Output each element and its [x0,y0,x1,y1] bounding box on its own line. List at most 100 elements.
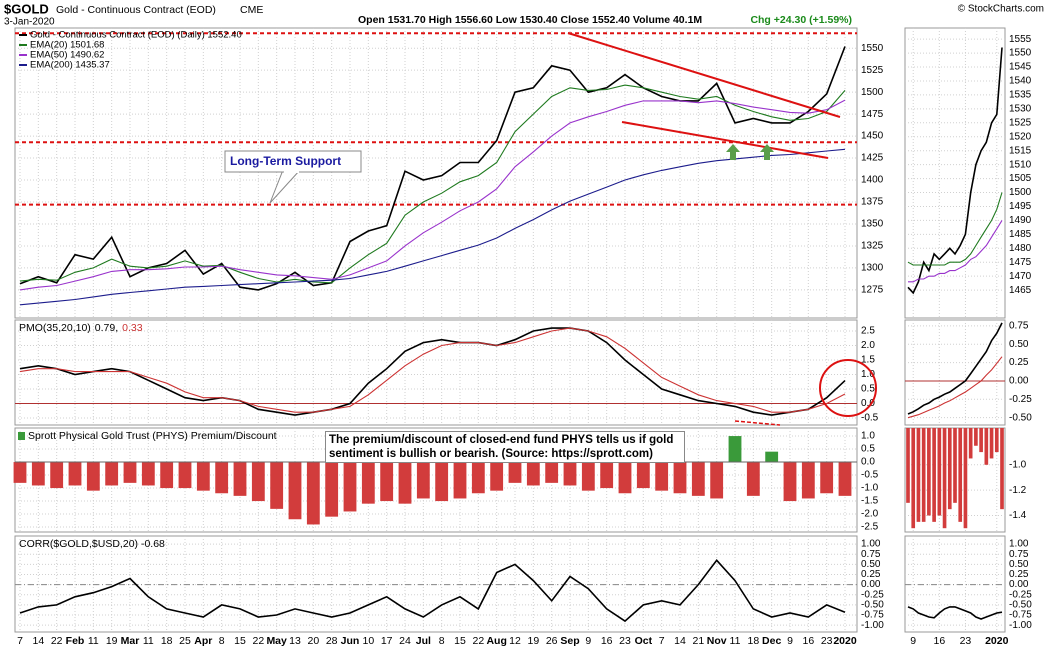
bar [932,428,936,522]
callout-text: Long-Term Support [230,154,341,168]
bar [906,428,910,503]
trendline [734,420,781,426]
y-tick-label: -1.00 [1009,620,1032,631]
legend-label: EMA(50) 1490.62 [30,50,104,61]
x-tick-label: 23 [619,635,631,647]
bar [994,428,999,453]
credit: © StockCharts.com [958,4,1044,15]
x-tick-label: Aug [486,635,506,647]
bar [435,462,449,502]
y-tick-label: -1.5 [861,496,879,507]
y-tick-label: 1.0 [861,431,875,442]
series-line [19,327,846,416]
y-tick-label: 1.00 [1009,539,1029,550]
y-tick-label: 0.50 [861,559,881,570]
y-tick-label: -1.4 [1009,510,1027,521]
bar [196,462,210,491]
y-tick-label: 0.00 [861,579,881,590]
arrow [726,144,740,160]
y-tick-label: 1480 [1009,243,1032,254]
y-tick-label: 0.25 [1009,569,1029,580]
y-tick-label: -0.5 [861,413,879,424]
y-tick-label: 1375 [861,197,884,208]
y-tick-label: 1325 [861,241,884,252]
y-tick-label: 1300 [861,263,884,274]
x-tick-label: Sep [560,635,579,647]
series-line [907,322,1003,415]
y-tick-label: 0.50 [1009,559,1029,570]
x-tick-label: 18 [747,635,759,647]
x-tick-label: 20 [307,635,319,647]
bar [160,462,174,489]
bar [947,428,952,510]
legend-label: Gold - Continuous Contract (EOD) (Daily)… [30,30,242,41]
x-tick-label: 2020 [985,635,1009,647]
bar [600,462,614,489]
x-tick-label: 16 [802,635,814,647]
title-text: PMO(35,20,10) [19,322,91,334]
series-line [19,46,846,291]
y-tick-label: 1485 [1009,229,1032,240]
x-tick-label: 15 [454,635,466,647]
bar [508,462,522,483]
bar [937,428,942,516]
x-tick-label: 19 [527,635,539,647]
y-tick-label: 2.5 [861,326,875,337]
exchange: CME [240,4,263,16]
series-line [19,327,846,413]
highlight-circle [819,359,877,417]
y-tick-label: 1490 [1009,215,1032,226]
y-tick-label: 0.5 [861,444,875,455]
bar [655,462,669,491]
bar [288,462,302,520]
legend-label: 0.33 [122,322,143,334]
x-tick-label: 9 [787,635,793,647]
y-tick-label: 1525 [1009,117,1032,128]
panel [14,27,858,319]
x-tick-label: 22 [51,635,63,647]
x-tick-label: 14 [32,635,44,647]
bar [361,462,375,504]
y-tick-label: 1540 [1009,76,1032,87]
x-tick-label: 16 [933,635,945,647]
bar [765,451,779,463]
x-tick-label: Dec [762,635,781,647]
y-tick-label: -0.75 [1009,610,1032,621]
x-tick-label: 22 [252,635,264,647]
y-tick-label: 1530 [1009,104,1032,115]
date: 3-Jan-2020 [4,17,55,28]
bar [325,462,339,517]
bar [728,436,742,463]
legend-swatch [18,432,25,440]
y-tick-label: 1550 [861,43,884,54]
y-tick-label: 1465 [1009,285,1032,296]
bar [215,462,229,494]
bar [801,462,815,499]
x-tick-label: 11 [88,635,99,647]
bar [563,462,577,486]
series-line [908,220,1003,283]
x-tick-label: Oct [635,635,653,647]
y-tick-label: 1545 [1009,62,1032,73]
bar [968,428,973,459]
y-tick-label: 1475 [1009,257,1032,268]
y-tick-label: 1.00 [861,539,881,550]
y-tick-label: 1.0 [861,369,875,380]
x-tick-label: 12 [509,635,521,647]
panel [904,319,1006,426]
bar [306,462,320,525]
series-line [907,47,1003,295]
series-line [19,148,846,306]
y-tick-label: 0.0 [861,398,875,409]
bar [178,462,192,489]
bar [453,462,467,499]
bar [691,462,705,496]
bar [783,462,797,502]
series-line [19,559,846,623]
bar [233,462,247,496]
x-tick-label: 9 [585,635,591,647]
panel-title: Sprott Physical Gold Trust (PHYS) Premiu… [28,430,277,442]
x-tick-label: 23 [821,635,833,647]
